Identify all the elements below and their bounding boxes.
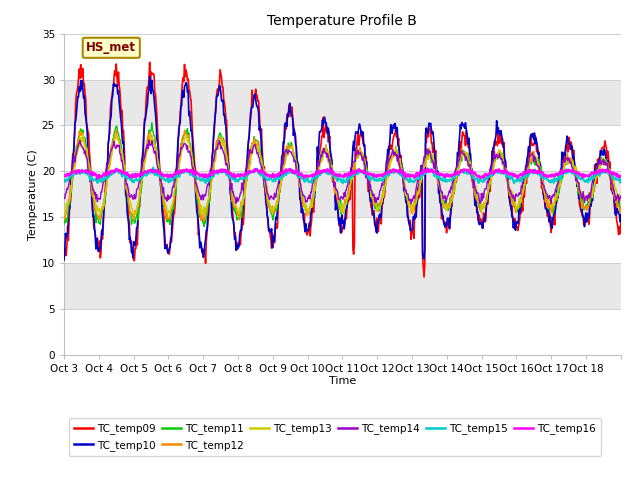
TC_temp10 <box>146 73 154 79</box>
TC_temp12 <box>113 127 120 133</box>
Line: TC_temp13: TC_temp13 <box>64 133 621 216</box>
TC_temp12 <box>60 213 68 219</box>
TC_temp11 <box>148 120 156 125</box>
TC_temp10 <box>617 212 625 217</box>
TC_temp16 <box>60 173 68 179</box>
Y-axis label: Temperature (C): Temperature (C) <box>28 149 38 240</box>
TC_temp15 <box>256 167 264 173</box>
TC_temp09 <box>125 219 133 225</box>
TC_temp09 <box>433 166 440 172</box>
TC_temp09 <box>60 257 68 263</box>
Legend: TC_temp09, TC_temp10, TC_temp11, TC_temp12, TC_temp13, TC_temp14, TC_temp15, TC_: TC_temp09, TC_temp10, TC_temp11, TC_temp… <box>69 418 601 456</box>
Title: Temperature Profile B: Temperature Profile B <box>268 14 417 28</box>
TC_temp16 <box>93 176 101 181</box>
TC_temp14 <box>145 137 153 143</box>
TC_temp12 <box>401 192 409 197</box>
Bar <box>64 217 621 264</box>
TC_temp11 <box>401 184 409 190</box>
TC_temp11 <box>433 167 440 173</box>
TC_temp15 <box>339 180 347 186</box>
TC_temp15 <box>150 165 157 170</box>
TC_temp09 <box>228 208 236 214</box>
TC_temp15 <box>60 179 68 184</box>
TC_temp09 <box>401 184 408 190</box>
TC_temp10 <box>125 237 133 242</box>
TC_temp11 <box>200 224 208 229</box>
Line: TC_temp09: TC_temp09 <box>64 62 621 277</box>
TC_temp16 <box>126 174 134 180</box>
TC_temp09 <box>617 219 625 225</box>
Bar <box>64 171 621 217</box>
TC_temp15 <box>433 174 440 180</box>
TC_temp10 <box>256 123 264 129</box>
TC_temp16 <box>277 170 285 176</box>
TC_temp13 <box>433 169 440 175</box>
TC_temp16 <box>228 173 236 179</box>
Bar <box>64 34 621 80</box>
TC_temp09 <box>277 170 285 176</box>
TC_temp16 <box>617 173 625 179</box>
Bar <box>64 80 621 125</box>
TC_temp14 <box>433 172 440 178</box>
TC_temp14 <box>125 193 133 199</box>
Line: TC_temp10: TC_temp10 <box>64 76 621 259</box>
TC_temp13 <box>617 198 625 204</box>
Bar <box>64 264 621 309</box>
TC_temp11 <box>125 206 133 212</box>
TC_temp12 <box>229 198 237 204</box>
TC_temp15 <box>228 175 236 180</box>
TC_temp09 <box>256 124 264 130</box>
TC_temp11 <box>257 154 264 160</box>
TC_temp13 <box>199 213 207 219</box>
TC_temp13 <box>401 184 409 190</box>
TC_temp12 <box>617 205 625 211</box>
TC_temp11 <box>617 204 625 210</box>
TC_temp14 <box>256 160 264 166</box>
TC_temp10 <box>277 166 285 172</box>
TC_temp11 <box>60 222 68 228</box>
TC_temp16 <box>424 166 431 172</box>
TC_temp13 <box>229 195 237 201</box>
TC_temp12 <box>257 154 264 159</box>
TC_temp14 <box>407 201 415 207</box>
TC_temp10 <box>60 256 68 262</box>
TC_temp14 <box>228 189 236 195</box>
TC_temp16 <box>401 170 408 176</box>
TC_temp12 <box>278 172 285 178</box>
TC_temp13 <box>257 156 264 162</box>
TC_temp09 <box>146 60 154 65</box>
TC_temp14 <box>277 166 285 171</box>
TC_temp14 <box>617 193 625 199</box>
TC_temp14 <box>401 185 408 191</box>
Text: HS_met: HS_met <box>86 41 136 54</box>
TC_temp14 <box>60 195 68 201</box>
X-axis label: Time: Time <box>329 376 356 385</box>
TC_temp12 <box>200 218 208 224</box>
TC_temp13 <box>126 199 134 204</box>
TC_temp12 <box>126 211 134 217</box>
TC_temp16 <box>256 169 264 175</box>
TC_temp11 <box>229 200 237 206</box>
TC_temp15 <box>125 176 133 181</box>
Line: TC_temp14: TC_temp14 <box>64 140 621 204</box>
Bar <box>64 125 621 171</box>
TC_temp12 <box>433 169 440 175</box>
Line: TC_temp16: TC_temp16 <box>64 169 621 179</box>
TC_temp15 <box>617 175 625 181</box>
TC_temp15 <box>401 175 409 181</box>
TC_temp11 <box>278 171 285 177</box>
TC_temp16 <box>433 170 440 176</box>
TC_temp10 <box>401 189 408 195</box>
TC_temp13 <box>79 131 86 136</box>
Line: TC_temp12: TC_temp12 <box>64 130 621 221</box>
Line: TC_temp15: TC_temp15 <box>64 168 621 183</box>
TC_temp10 <box>432 161 440 167</box>
TC_temp15 <box>277 176 285 182</box>
TC_temp09 <box>420 274 428 280</box>
TC_temp13 <box>278 174 285 180</box>
TC_temp10 <box>228 216 236 222</box>
Line: TC_temp11: TC_temp11 <box>64 122 621 227</box>
TC_temp13 <box>60 213 68 218</box>
Bar <box>64 309 621 355</box>
